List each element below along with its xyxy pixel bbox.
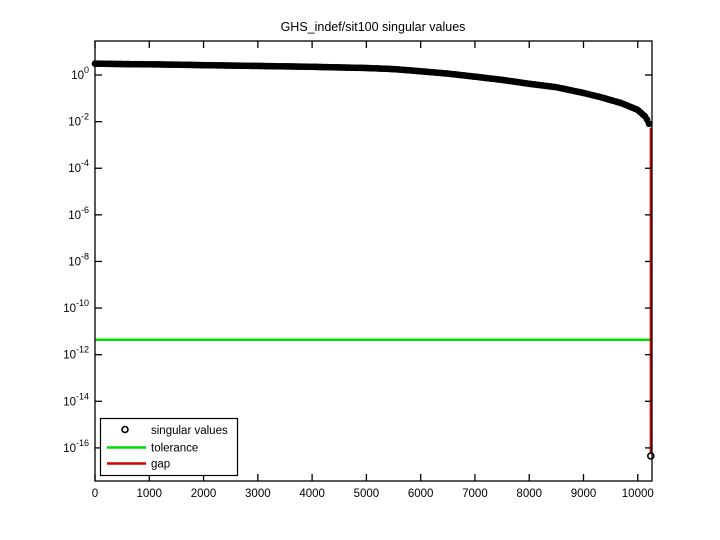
x-tick-label: 9000 <box>571 488 597 500</box>
y-tick-label: 10-10 <box>63 298 89 315</box>
legend-marker-singular-values-icon <box>121 425 129 434</box>
legend-label-gap: gap <box>151 459 170 471</box>
axes-box <box>94 40 653 482</box>
x-tick-label: 7000 <box>462 488 488 500</box>
x-tick-label: 5000 <box>354 488 380 500</box>
singular-value-outlier-marker <box>647 452 655 460</box>
plot-title: GHS_indef/sit100 singular values <box>281 20 466 34</box>
x-tick-label: 10000 <box>622 488 654 500</box>
y-tick-label: 10-14 <box>63 391 89 408</box>
legend-label-singular-values: singular values <box>151 425 228 437</box>
x-tick-label: 0 <box>92 488 98 500</box>
legend: singular values tolerance gap <box>99 417 239 477</box>
x-tick-label: 8000 <box>516 488 542 500</box>
x-tick-label: 2000 <box>191 488 217 500</box>
x-tick-label: 4000 <box>299 488 325 500</box>
x-tick-label: 3000 <box>245 488 271 500</box>
x-tick-label: 6000 <box>408 488 434 500</box>
y-tick-label: 10-6 <box>68 205 89 222</box>
y-tick-label: 10-2 <box>68 112 89 129</box>
x-tick-label: 1000 <box>136 488 162 500</box>
legend-label-tolerance: tolerance <box>151 443 198 455</box>
y-tick-label: 10-8 <box>68 251 89 268</box>
singular-values-band <box>92 61 652 127</box>
y-tick-label: 10-4 <box>68 158 89 175</box>
y-tick-label: 10-12 <box>63 345 89 362</box>
y-tick-label: 10-16 <box>63 438 89 455</box>
y-tick-label: 100 <box>71 65 89 82</box>
